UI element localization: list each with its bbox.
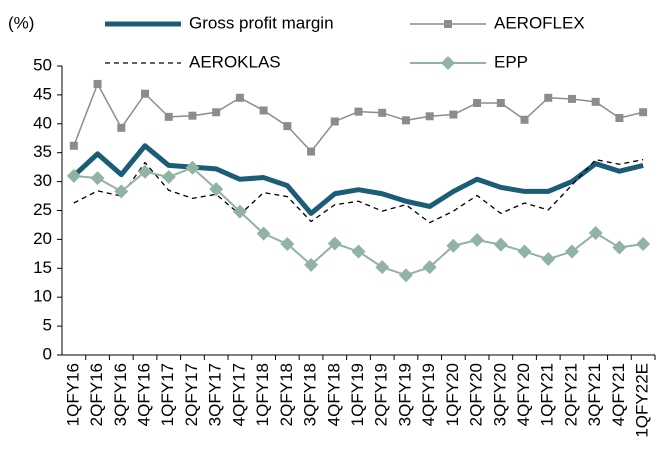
data-point: [280, 237, 295, 252]
data-point: [259, 106, 268, 115]
data-point: [612, 240, 627, 255]
x-tick-label: 2QFY20: [467, 363, 486, 426]
x-tick-label: 2QFY21: [561, 363, 580, 426]
x-tick-label: 4QFY19: [419, 363, 438, 426]
data-point: [398, 268, 413, 283]
data-point: [304, 257, 319, 272]
data-point: [235, 93, 244, 102]
y-tick-label: 40: [33, 113, 52, 132]
data-point: [517, 244, 532, 259]
data-point: [114, 184, 129, 199]
legend-label: Gross profit margin: [189, 13, 334, 32]
y-tick-label: 25: [33, 200, 52, 219]
x-tick-label: 3QFY16: [111, 363, 130, 426]
data-point: [615, 114, 624, 123]
data-point: [209, 182, 224, 197]
x-tick-label: 4QFY20: [514, 363, 533, 426]
legend-marker: [444, 20, 452, 28]
x-tick-label: 1QFY19: [348, 363, 367, 426]
data-point: [283, 122, 292, 131]
data-point: [141, 89, 150, 98]
data-point: [66, 168, 81, 183]
data-point: [93, 79, 102, 88]
series-line: [73, 83, 644, 153]
data-point: [185, 160, 200, 175]
data-point: [639, 108, 648, 117]
x-tick-label: 3QFY18: [301, 363, 320, 426]
data-point: [544, 93, 553, 102]
data-point: [401, 116, 410, 125]
x-tick-label: 3QFY20: [490, 363, 509, 426]
data-point: [425, 112, 434, 121]
data-point: [449, 110, 458, 119]
y-tick-label: 45: [33, 84, 52, 103]
data-point: [446, 238, 461, 253]
data-point: [161, 169, 176, 184]
x-tick-label: 3QFY21: [585, 363, 604, 426]
data-point: [117, 123, 126, 132]
x-tick-label: 1QFY18: [253, 363, 272, 426]
data-point: [496, 98, 505, 107]
x-tick-label: 1QFY17: [158, 363, 177, 426]
data-point: [330, 117, 339, 126]
x-tick-label: 3QFY19: [395, 363, 414, 426]
x-tick-label: 2QFY18: [277, 363, 296, 426]
x-tick-label: 3QFY17: [206, 363, 225, 426]
x-tick-label: 4QFY16: [135, 363, 154, 426]
data-point: [327, 236, 342, 251]
data-point: [138, 164, 153, 179]
y-tick-label: 10: [33, 287, 52, 306]
legend-label: AEROKLAS: [189, 52, 281, 71]
y-tick-label: 15: [33, 258, 52, 277]
data-point: [354, 107, 363, 116]
data-point: [473, 98, 482, 107]
data-point: [591, 97, 600, 106]
data-point: [520, 115, 529, 124]
y-tick-label: 50: [33, 55, 52, 74]
data-point: [422, 260, 437, 275]
y-tick-label: 5: [43, 316, 52, 335]
x-tick-label: 4QFY21: [609, 363, 628, 426]
series-line: [73, 166, 644, 277]
data-point: [567, 94, 576, 103]
data-point: [636, 237, 651, 252]
data-point: [470, 232, 485, 247]
data-point: [307, 147, 316, 156]
legend-marker: [441, 56, 455, 70]
y-tick-label: 0: [43, 344, 52, 363]
x-tick-label: 1QFY16: [63, 363, 82, 426]
data-point: [188, 111, 197, 120]
series-line: [73, 158, 644, 224]
data-point: [232, 204, 247, 219]
x-tick-label: 1QFY22E: [633, 363, 652, 438]
x-tick-label: 4QFY17: [229, 363, 248, 426]
x-tick-label: 1QFY21: [538, 363, 557, 426]
data-point: [164, 112, 173, 121]
data-point: [588, 226, 603, 241]
y-tick-label: 20: [33, 229, 52, 248]
data-point: [564, 244, 579, 259]
y-tick-label: 35: [33, 142, 52, 161]
series-line: [72, 143, 644, 216]
legend-label: AEROFLEX: [494, 13, 585, 32]
data-point: [541, 252, 556, 267]
data-point: [351, 244, 366, 259]
data-point: [375, 260, 390, 275]
x-tick-label: 1QFY20: [443, 363, 462, 426]
data-point: [493, 237, 508, 252]
y-axis-label: (%): [8, 13, 34, 32]
legend-label: EPP: [494, 52, 528, 71]
y-tick-label: 30: [33, 171, 52, 190]
data-point: [69, 141, 78, 150]
x-tick-label: 2QFY17: [182, 363, 201, 426]
data-point: [378, 108, 387, 117]
x-tick-label: 2QFY19: [372, 363, 391, 426]
x-tick-label: 4QFY18: [324, 363, 343, 426]
data-point: [90, 171, 105, 186]
data-point: [256, 226, 271, 241]
x-tick-label: 2QFY16: [87, 363, 106, 426]
data-point: [212, 108, 221, 117]
